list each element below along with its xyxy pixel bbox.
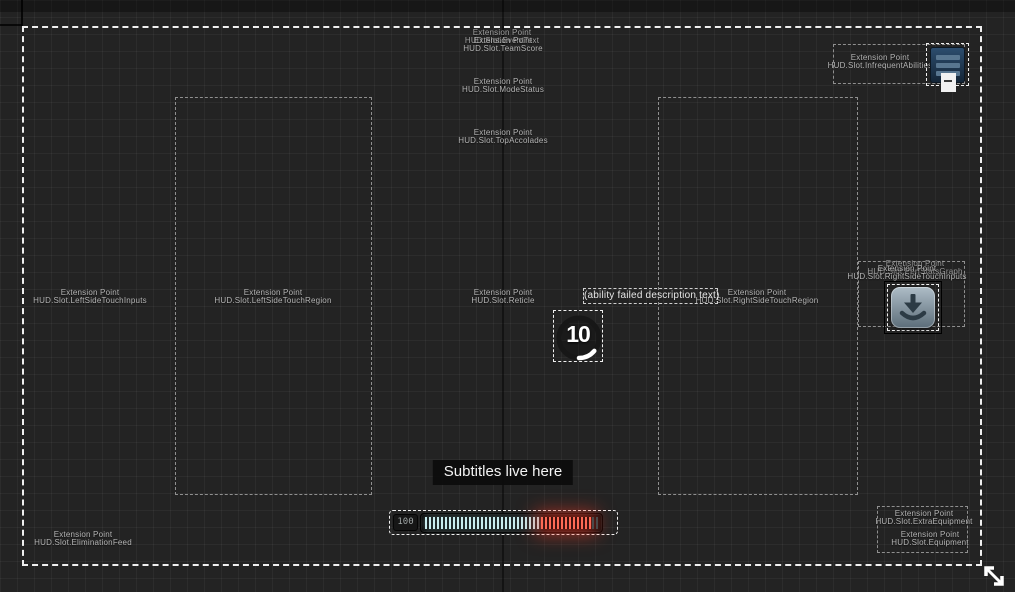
download-icon-selection[interactable] [887, 284, 939, 331]
health-bar-selection[interactable] [389, 510, 618, 535]
cooldown-value: 10 [566, 321, 591, 347]
extension-point-equipment: Extension Point HUD.Slot.Equipment [891, 530, 969, 547]
extension-point-infrequent-abilities: Extension Point HUD.Slot.InfrequentAbili… [827, 53, 933, 70]
ability-count-tag [941, 73, 956, 92]
hud-safe-area-frame[interactable] [22, 26, 982, 566]
extension-point-top-accolades: Extension Point HUD.Slot.TopAccolades [458, 128, 548, 145]
cooldown-widget[interactable]: 10 [553, 310, 603, 362]
extension-point-right-side-touch-inputs: Extension Point HUD.Slot.RightSideTouchI… [847, 264, 967, 281]
health-segment-shield [425, 517, 541, 529]
extension-point-left-side-touch-inputs: Extension Point HUD.Slot.LeftSideTouchIn… [33, 288, 147, 305]
health-segment-damage [541, 517, 591, 529]
health-value-label: 100 [393, 514, 418, 531]
extension-point-team-score: Extension Point HUD.Slot.TeamScore [463, 36, 543, 53]
ability-failed-text[interactable]: (ability failed description text) [583, 288, 719, 304]
resize-diagonal-icon[interactable] [981, 563, 1007, 589]
extension-point-reticle: Extension Point HUD.Slot.Reticle [471, 288, 535, 305]
corner-guide-vertical [21, 0, 23, 26]
center-vertical-guide [502, 0, 504, 592]
equipment-box[interactable] [877, 506, 968, 553]
subtitle-box[interactable]: Subtitles live here [432, 460, 574, 485]
download-icon[interactable] [891, 287, 935, 328]
corner-guide-horizontal [0, 24, 22, 26]
ability-count-dash [944, 80, 952, 82]
right-touch-region-box[interactable] [658, 97, 858, 495]
extension-point-mode-status: Extension Point HUD.Slot.ModeStatus [461, 77, 545, 94]
left-touch-region-box[interactable] [175, 97, 372, 495]
extension-point-left-side-touch-region: Extension Point HUD.Slot.LeftSideTouchRe… [214, 288, 332, 305]
top-letterbox-strip [0, 0, 1015, 12]
health-segment-empty [592, 517, 600, 529]
download-icon-bounds [884, 281, 942, 334]
extension-point-extra-equipment: Extension Point HUD.Slot.ExtraEquipment [875, 509, 973, 526]
extension-point-elimination-feed: Extension Point HUD.Slot.EliminationFeed [34, 530, 132, 547]
cooldown-ring [556, 315, 602, 361]
health-bar[interactable] [420, 513, 603, 533]
download-arrow-glyph [899, 294, 927, 321]
